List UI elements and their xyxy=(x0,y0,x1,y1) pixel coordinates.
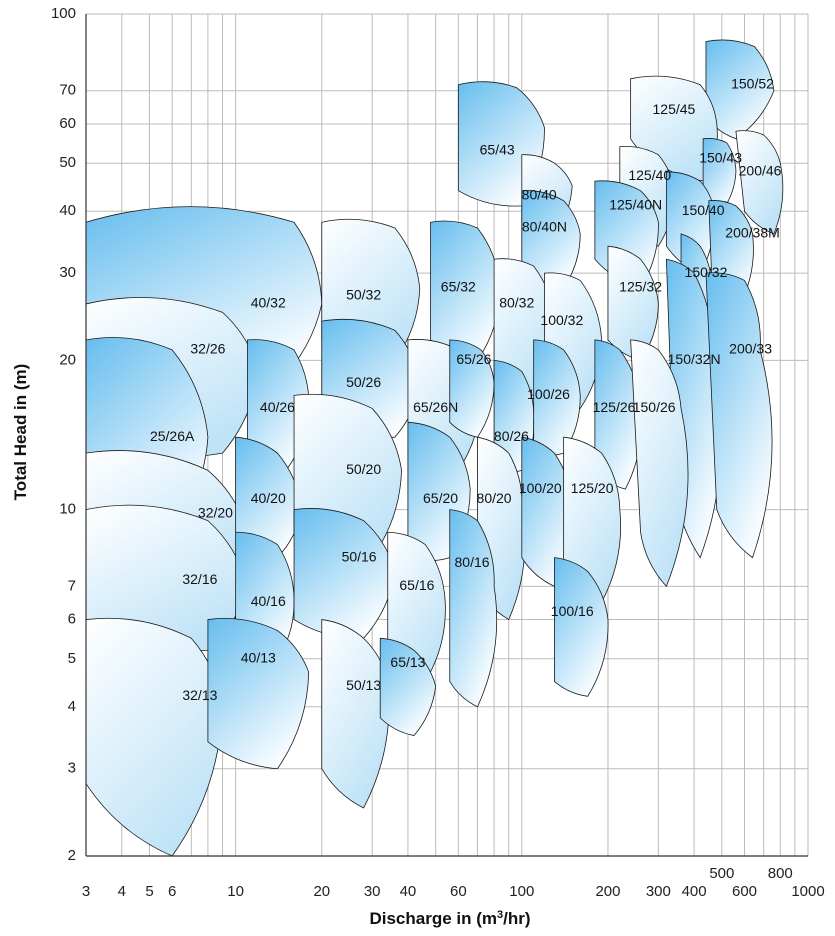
region-label: 150/52 xyxy=(731,75,774,91)
x-tick-label-upper: 500 xyxy=(709,865,734,882)
x-title-main: Discharge in (m xyxy=(369,909,497,928)
region-label: 80/40N xyxy=(522,219,567,235)
x-tick-label: 30 xyxy=(364,883,381,900)
region-label: 80/32 xyxy=(499,295,534,311)
region-label: 65/13 xyxy=(390,654,425,670)
region-label: 200/38M xyxy=(725,225,779,241)
region-label: 32/13 xyxy=(182,687,217,703)
x-tick-label: 40 xyxy=(400,883,417,900)
region-label: 125/40 xyxy=(628,167,671,183)
region-label: 65/20 xyxy=(423,490,458,506)
region-label: 50/26 xyxy=(346,374,381,390)
y-tick-label: 70 xyxy=(59,82,76,99)
y-axis-title: Total Head in (m) xyxy=(11,364,30,501)
x-tick-label: 6 xyxy=(168,883,176,900)
region-label: 200/33 xyxy=(729,341,772,357)
region-label: 65/32 xyxy=(441,279,476,295)
region-label: 125/20 xyxy=(571,480,614,496)
pump-regions xyxy=(85,39,784,857)
region-50-13 xyxy=(321,619,390,809)
region-200-46 xyxy=(735,130,784,235)
x-tick-label: 300 xyxy=(646,883,671,900)
region-32-13 xyxy=(85,617,223,857)
region-label: 80/20 xyxy=(477,490,512,506)
region-label: 125/40N xyxy=(609,197,662,213)
x-tick-label: 1000 xyxy=(791,883,824,900)
region-80-16 xyxy=(449,509,498,708)
x-tick-label: 100 xyxy=(509,883,534,900)
region-label: 150/32N xyxy=(668,351,721,367)
x-tick-label-upper: 800 xyxy=(768,865,793,882)
x-title-end: /hr) xyxy=(503,909,530,928)
region-label: 125/26 xyxy=(593,399,636,415)
x-tick-label: 400 xyxy=(682,883,707,900)
region-label: 40/16 xyxy=(251,593,286,609)
y-tick-label: 3 xyxy=(68,760,76,777)
region-40-13 xyxy=(207,617,310,770)
x-tick-label: 20 xyxy=(313,883,330,900)
y-tick-label: 30 xyxy=(59,264,76,281)
region-label: 40/26 xyxy=(260,399,295,415)
x-axis-title: Discharge in (m3/hr) xyxy=(369,909,530,928)
region-label: 65/26 xyxy=(456,351,491,367)
region-label: 65/43 xyxy=(480,141,515,157)
region-label: 150/26 xyxy=(633,399,676,415)
region-label: 40/20 xyxy=(251,490,286,506)
region-125-32 xyxy=(607,245,659,361)
region-label: 50/13 xyxy=(346,677,381,693)
y-tick-label: 7 xyxy=(68,577,76,594)
y-tick-label: 20 xyxy=(59,351,76,368)
x-title-sup: 3 xyxy=(497,909,503,921)
region-label: 65/26N xyxy=(413,399,458,415)
y-tick-label: 5 xyxy=(68,650,76,667)
x-tick-label: 5 xyxy=(145,883,153,900)
region-label: 50/32 xyxy=(346,287,381,303)
region-label: 65/16 xyxy=(399,577,434,593)
region-label: 32/16 xyxy=(182,571,217,587)
region-label: 125/45 xyxy=(653,101,696,117)
region-label: 150/40 xyxy=(682,202,725,218)
x-tick-label: 10 xyxy=(227,883,244,900)
y-tick-label: 10 xyxy=(59,501,76,518)
y-tick-label: 40 xyxy=(59,202,76,219)
y-tick-label: 60 xyxy=(59,115,76,132)
region-65-13 xyxy=(379,637,437,736)
region-label: 40/13 xyxy=(241,649,276,665)
region-label: 80/26 xyxy=(494,428,529,444)
region-label: 100/16 xyxy=(551,603,594,619)
y-tick-label: 50 xyxy=(59,154,76,171)
region-label: 100/26 xyxy=(527,386,570,402)
x-tick-label: 3 xyxy=(82,883,90,900)
region-label: 125/32 xyxy=(619,279,662,295)
region-label: 150/32 xyxy=(685,264,728,280)
x-tick-label: 4 xyxy=(118,883,126,900)
x-tick-label: 600 xyxy=(732,883,757,900)
region-label: 32/26 xyxy=(190,341,225,357)
region-label: 200/46 xyxy=(739,163,782,179)
region-150-52 xyxy=(705,39,775,140)
y-tick-label: 4 xyxy=(68,698,76,715)
y-tick-label: 100 xyxy=(51,5,76,22)
y-tick-label: 6 xyxy=(68,611,76,628)
region-label: 50/20 xyxy=(346,461,381,477)
region-150-26 xyxy=(630,339,689,588)
region-label: 100/32 xyxy=(540,312,583,328)
region-label: 80/16 xyxy=(455,554,490,570)
region-label: 50/16 xyxy=(342,548,377,564)
y-tick-label: 2 xyxy=(68,847,76,864)
region-label: 25/26A xyxy=(150,428,195,444)
region-200-33 xyxy=(705,272,773,559)
region-label: 32/20 xyxy=(198,505,233,521)
region-100-16 xyxy=(554,557,609,697)
region-label: 100/20 xyxy=(519,480,562,496)
region-label: 80/40 xyxy=(522,186,557,202)
x-tick-label: 60 xyxy=(450,883,467,900)
region-label: 150/43 xyxy=(699,150,742,166)
x-tick-label: 200 xyxy=(595,883,620,900)
region-label: 40/32 xyxy=(251,295,286,311)
